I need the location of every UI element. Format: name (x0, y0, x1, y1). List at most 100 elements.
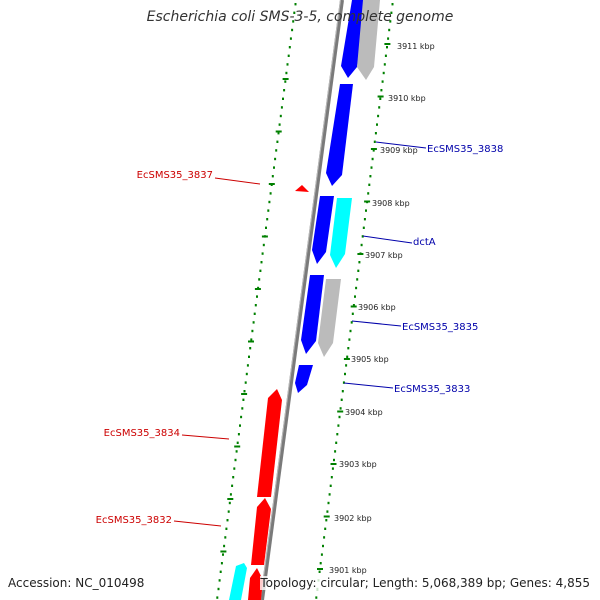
tick-dot (350, 321, 353, 324)
tick-dot (362, 226, 365, 229)
tick-dot (251, 329, 254, 333)
topology-text: Topology: circular; Length: 5,068,389 bp… (260, 576, 590, 590)
gene-arrow-rna[interactable] (330, 198, 352, 268)
tick-dot (239, 424, 241, 427)
tick-dot (249, 347, 252, 350)
tick-dot (228, 501, 231, 505)
tick-dot (367, 192, 370, 195)
tick-major (350, 305, 357, 308)
tick-dot (286, 63, 289, 66)
tick-dot (276, 140, 279, 143)
tick-dot (288, 46, 291, 49)
feature-label-EcSMS35_3837[interactable]: EcSMS35_3837 (137, 170, 213, 181)
tick-dot (243, 390, 246, 393)
tick-major (248, 340, 254, 343)
tick-dot (289, 37, 292, 40)
tick-dot (379, 97, 382, 100)
gene-arrow-forward[interactable] (248, 568, 263, 600)
tick-dot (363, 218, 366, 221)
scale-label: 3902 kbp (334, 514, 372, 523)
gene-arrow-forward[interactable] (251, 498, 271, 565)
tick-dot (349, 329, 352, 333)
tick-dot (224, 536, 227, 539)
tick-dot (331, 467, 334, 470)
tick-dot (261, 252, 264, 255)
tick-major (261, 235, 268, 238)
tick-dot (360, 243, 363, 247)
callout-line (181, 434, 230, 440)
tick-dot (285, 71, 288, 75)
tick-dot (254, 304, 257, 307)
tick-dot (384, 54, 387, 57)
tick-major (241, 393, 248, 395)
tick-dot (259, 269, 262, 272)
tick-dot (377, 114, 380, 118)
feature-label-EcSMS35_3832[interactable]: EcSMS35_3832 (96, 515, 172, 526)
tick-dot (355, 286, 358, 290)
tick-dot (252, 321, 255, 324)
tick-dot (370, 166, 373, 169)
tick-dot (242, 398, 245, 401)
tick-dot (315, 596, 318, 599)
tick-dot (344, 372, 346, 376)
tick-major (330, 463, 337, 465)
tick-major (337, 410, 344, 413)
genome-backbone (260, 0, 344, 600)
gene-arrow-gray[interactable] (357, 0, 380, 80)
tick-major (364, 200, 371, 203)
tick-dot (265, 226, 267, 229)
callout-line (351, 320, 402, 327)
tick-dot (390, 11, 393, 14)
feature-label-EcSMS35_3833[interactable]: EcSMS35_3833 (394, 384, 470, 395)
gene-arrow-gray[interactable] (318, 279, 341, 357)
tick-dot (294, 3, 297, 6)
tick-dot (334, 450, 337, 453)
tick-dot (327, 501, 330, 505)
tick-dot (262, 243, 265, 247)
tick-dot (378, 106, 381, 109)
tick-dot (340, 398, 343, 401)
scale-label: 3906 kbp (358, 303, 396, 312)
tick-ring-outer (216, 3, 297, 599)
feature-label-EcSMS35_3835[interactable]: EcSMS35_3835 (402, 322, 478, 333)
tick-dot (318, 570, 321, 573)
tick-dot (381, 80, 384, 83)
scale-label: 3910 kbp (388, 94, 426, 103)
tick-dot (222, 553, 224, 556)
tick-dot (323, 536, 326, 539)
tick-dot (339, 407, 342, 410)
tick-dot (361, 235, 364, 238)
gene-arrow-reverse[interactable] (301, 275, 324, 354)
gene-arrow-reverse[interactable] (312, 196, 334, 264)
gene-arrow-reverse[interactable] (295, 365, 313, 393)
scale-label: 3904 kbp (345, 408, 383, 417)
tick-dot (283, 89, 286, 92)
feature-label-EcSMS35_3834[interactable]: EcSMS35_3834 (104, 428, 180, 439)
gene-arrow-reverse[interactable] (326, 84, 353, 186)
tick-major (384, 43, 391, 45)
gene-arrow-reverse[interactable] (341, 0, 367, 78)
feature-label-EcSMS35_3838[interactable]: EcSMS35_3838 (427, 144, 503, 155)
tick-dot (328, 493, 331, 496)
tick-dot (346, 355, 349, 358)
tick-dot (231, 484, 234, 487)
tick-dot (287, 54, 290, 57)
tick-major (357, 253, 364, 255)
accession-text: Accession: NC_010498 (8, 576, 145, 590)
gene-arrow-rna[interactable] (229, 563, 247, 600)
gene-arrow-forward[interactable] (257, 389, 282, 497)
genome-backbone-highlight (260, 0, 341, 600)
tick-major (317, 568, 323, 570)
tick-dot (278, 123, 281, 126)
tick-dot (326, 510, 329, 513)
tick-dot (365, 209, 367, 212)
tick-dot (329, 484, 332, 487)
tick-dot (374, 132, 377, 135)
tick-dot (260, 261, 263, 264)
gene-marker-small[interactable] (295, 185, 309, 192)
tick-major (282, 78, 289, 80)
feature-label-dctA[interactable]: dctA (413, 237, 436, 248)
tick-dot (291, 28, 294, 32)
callout-line (214, 177, 261, 185)
